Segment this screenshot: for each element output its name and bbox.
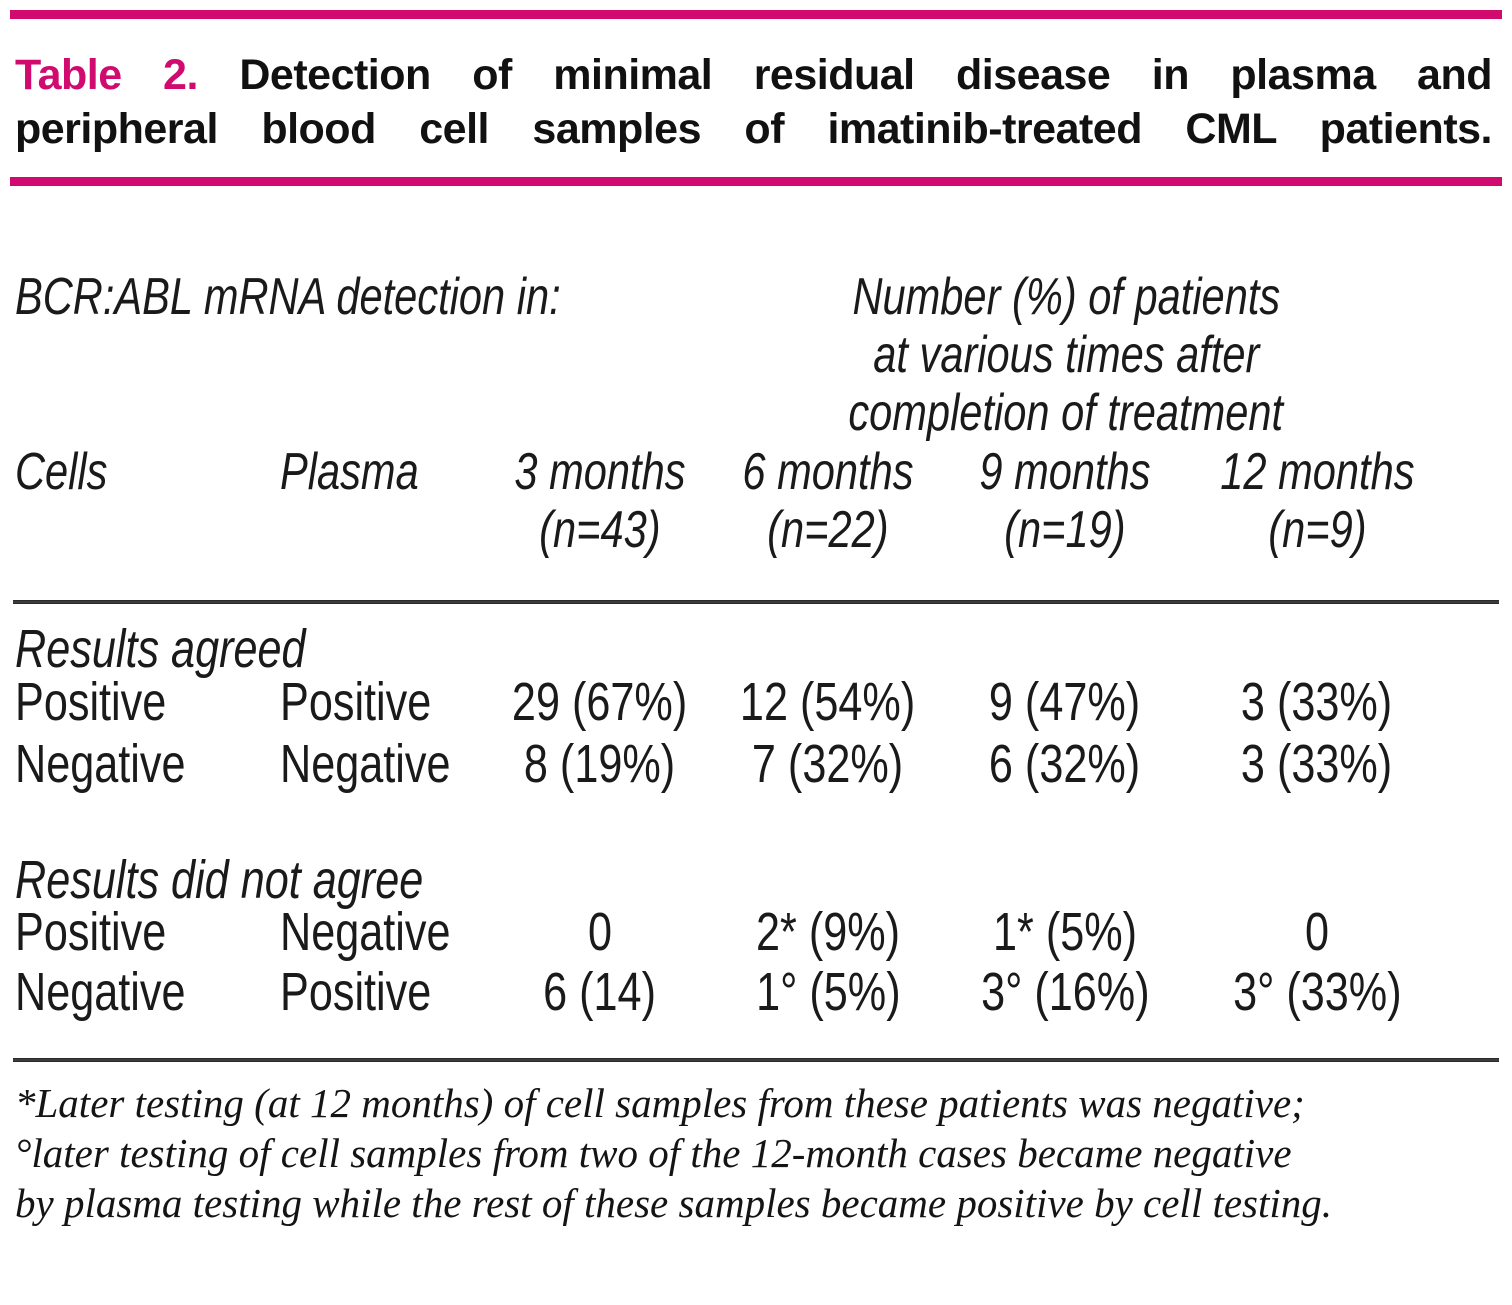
cell-6-months: 7 (32%): [752, 734, 904, 794]
column-header-row: Cells Plasma 3 months 6 months 9 months …: [15, 442, 1497, 502]
accent-bar-under-title: [10, 177, 1502, 186]
months-group-header-text-3: completion of treatment: [848, 384, 1284, 442]
cell-cells: Negative: [15, 962, 186, 1022]
cell-plasma: Negative: [280, 902, 451, 962]
cell-9-months: 6 (32%): [989, 734, 1141, 794]
col-subheader-9-months: (n=19): [1004, 501, 1126, 559]
cell-plasma: Positive: [280, 672, 432, 732]
section-label-results-agreed: Results agreed: [15, 619, 306, 679]
title-line-2: peripheral blood cell samples of imatini…: [15, 102, 1493, 156]
cell-9-months: 3° (16%): [980, 962, 1150, 1022]
cell-12-months: 0: [1304, 902, 1330, 962]
title-text-line-1: Detection of minimal residual disease in…: [239, 51, 1492, 99]
cell-3-months: 29 (67%): [512, 672, 688, 732]
accent-bar-top: [10, 10, 1502, 19]
footnote-line-3: by plasma testing while the rest of thes…: [15, 1180, 1333, 1226]
cell-plasma: Negative: [280, 734, 451, 794]
table-row: Positive Negative 0 2* (9%) 1* (5%) 0: [15, 902, 1497, 962]
footnote-line-1: *Later testing (at 12 months) of cell sa…: [15, 1080, 1305, 1126]
title-text-line-2: peripheral blood cell samples of imatini…: [15, 105, 1493, 153]
table-title: Table 2. Detection of minimal residual d…: [15, 48, 1493, 156]
col-header-cells: Cells: [15, 443, 108, 501]
cell-3-months: 6 (14): [543, 962, 657, 1022]
cell-12-months: 3° (33%): [1232, 962, 1402, 1022]
cell-3-months: 8 (19%): [524, 734, 676, 794]
table-row: Positive Positive 29 (67%) 12 (54%) 9 (4…: [15, 672, 1497, 732]
months-group-header-line-2: at various times after: [690, 326, 1442, 384]
column-subheader-row: (n=43) (n=22) (n=19) (n=9): [15, 500, 1497, 560]
cell-3-months: 0: [587, 902, 613, 962]
cell-cells: Negative: [15, 734, 186, 794]
title-line-1: Table 2. Detection of minimal residual d…: [15, 48, 1492, 102]
col-subheader-12-months: (n=9): [1267, 501, 1367, 559]
col-header-9-months: 9 months: [979, 443, 1151, 501]
col-header-6-months: 6 months: [742, 443, 914, 501]
cell-plasma: Positive: [280, 962, 432, 1022]
col-subheader-cells: [15, 500, 280, 560]
cell-12-months: 3 (33%): [1241, 672, 1393, 732]
months-group-header-line-1: Number (%) of patients: [690, 268, 1442, 326]
col-header-12-months: 12 months: [1219, 443, 1415, 501]
col-header-plasma: Plasma: [280, 443, 419, 501]
row-scope-header: BCR:ABL mRNA detection in:: [15, 268, 697, 326]
col-subheader-6-months: (n=22): [767, 501, 889, 559]
col-subheader-3-months: (n=43): [539, 501, 661, 559]
col-header-3-months: 3 months: [514, 443, 686, 501]
cell-cells: Positive: [15, 902, 167, 962]
months-group-header-text-1: Number (%) of patients: [852, 268, 1280, 326]
footnote-line-2: °later testing of cell samples from two …: [15, 1130, 1292, 1176]
cell-6-months: 2* (9%): [755, 902, 901, 962]
months-group-header: Number (%) of patients at various times …: [690, 268, 1442, 442]
cell-9-months: 9 (47%): [989, 672, 1141, 732]
cell-6-months: 1° (5%): [755, 962, 901, 1022]
months-group-header-line-3: completion of treatment: [690, 384, 1442, 442]
table-number-label: Table 2.: [15, 51, 198, 99]
table-bottom-rule: [13, 1058, 1499, 1062]
col-subheader-plasma: [280, 500, 490, 560]
cell-12-months: 3 (33%): [1241, 734, 1393, 794]
cell-cells: Positive: [15, 672, 167, 732]
footnote: *Later testing (at 12 months) of cell sa…: [15, 1078, 1490, 1228]
row-scope-header-text: BCR:ABL mRNA detection in:: [15, 268, 561, 326]
section-label-results-did-not-agree: Results did not agree: [15, 850, 424, 910]
table-top-rule: [13, 600, 1499, 604]
cell-6-months: 12 (54%): [740, 672, 916, 732]
table-row: Negative Positive 6 (14) 1° (5%) 3° (16%…: [15, 962, 1497, 1022]
months-group-header-text-2: at various times after: [872, 326, 1260, 384]
cell-9-months: 1* (5%): [992, 902, 1138, 962]
table-row: Negative Negative 8 (19%) 7 (32%) 6 (32%…: [15, 734, 1497, 794]
